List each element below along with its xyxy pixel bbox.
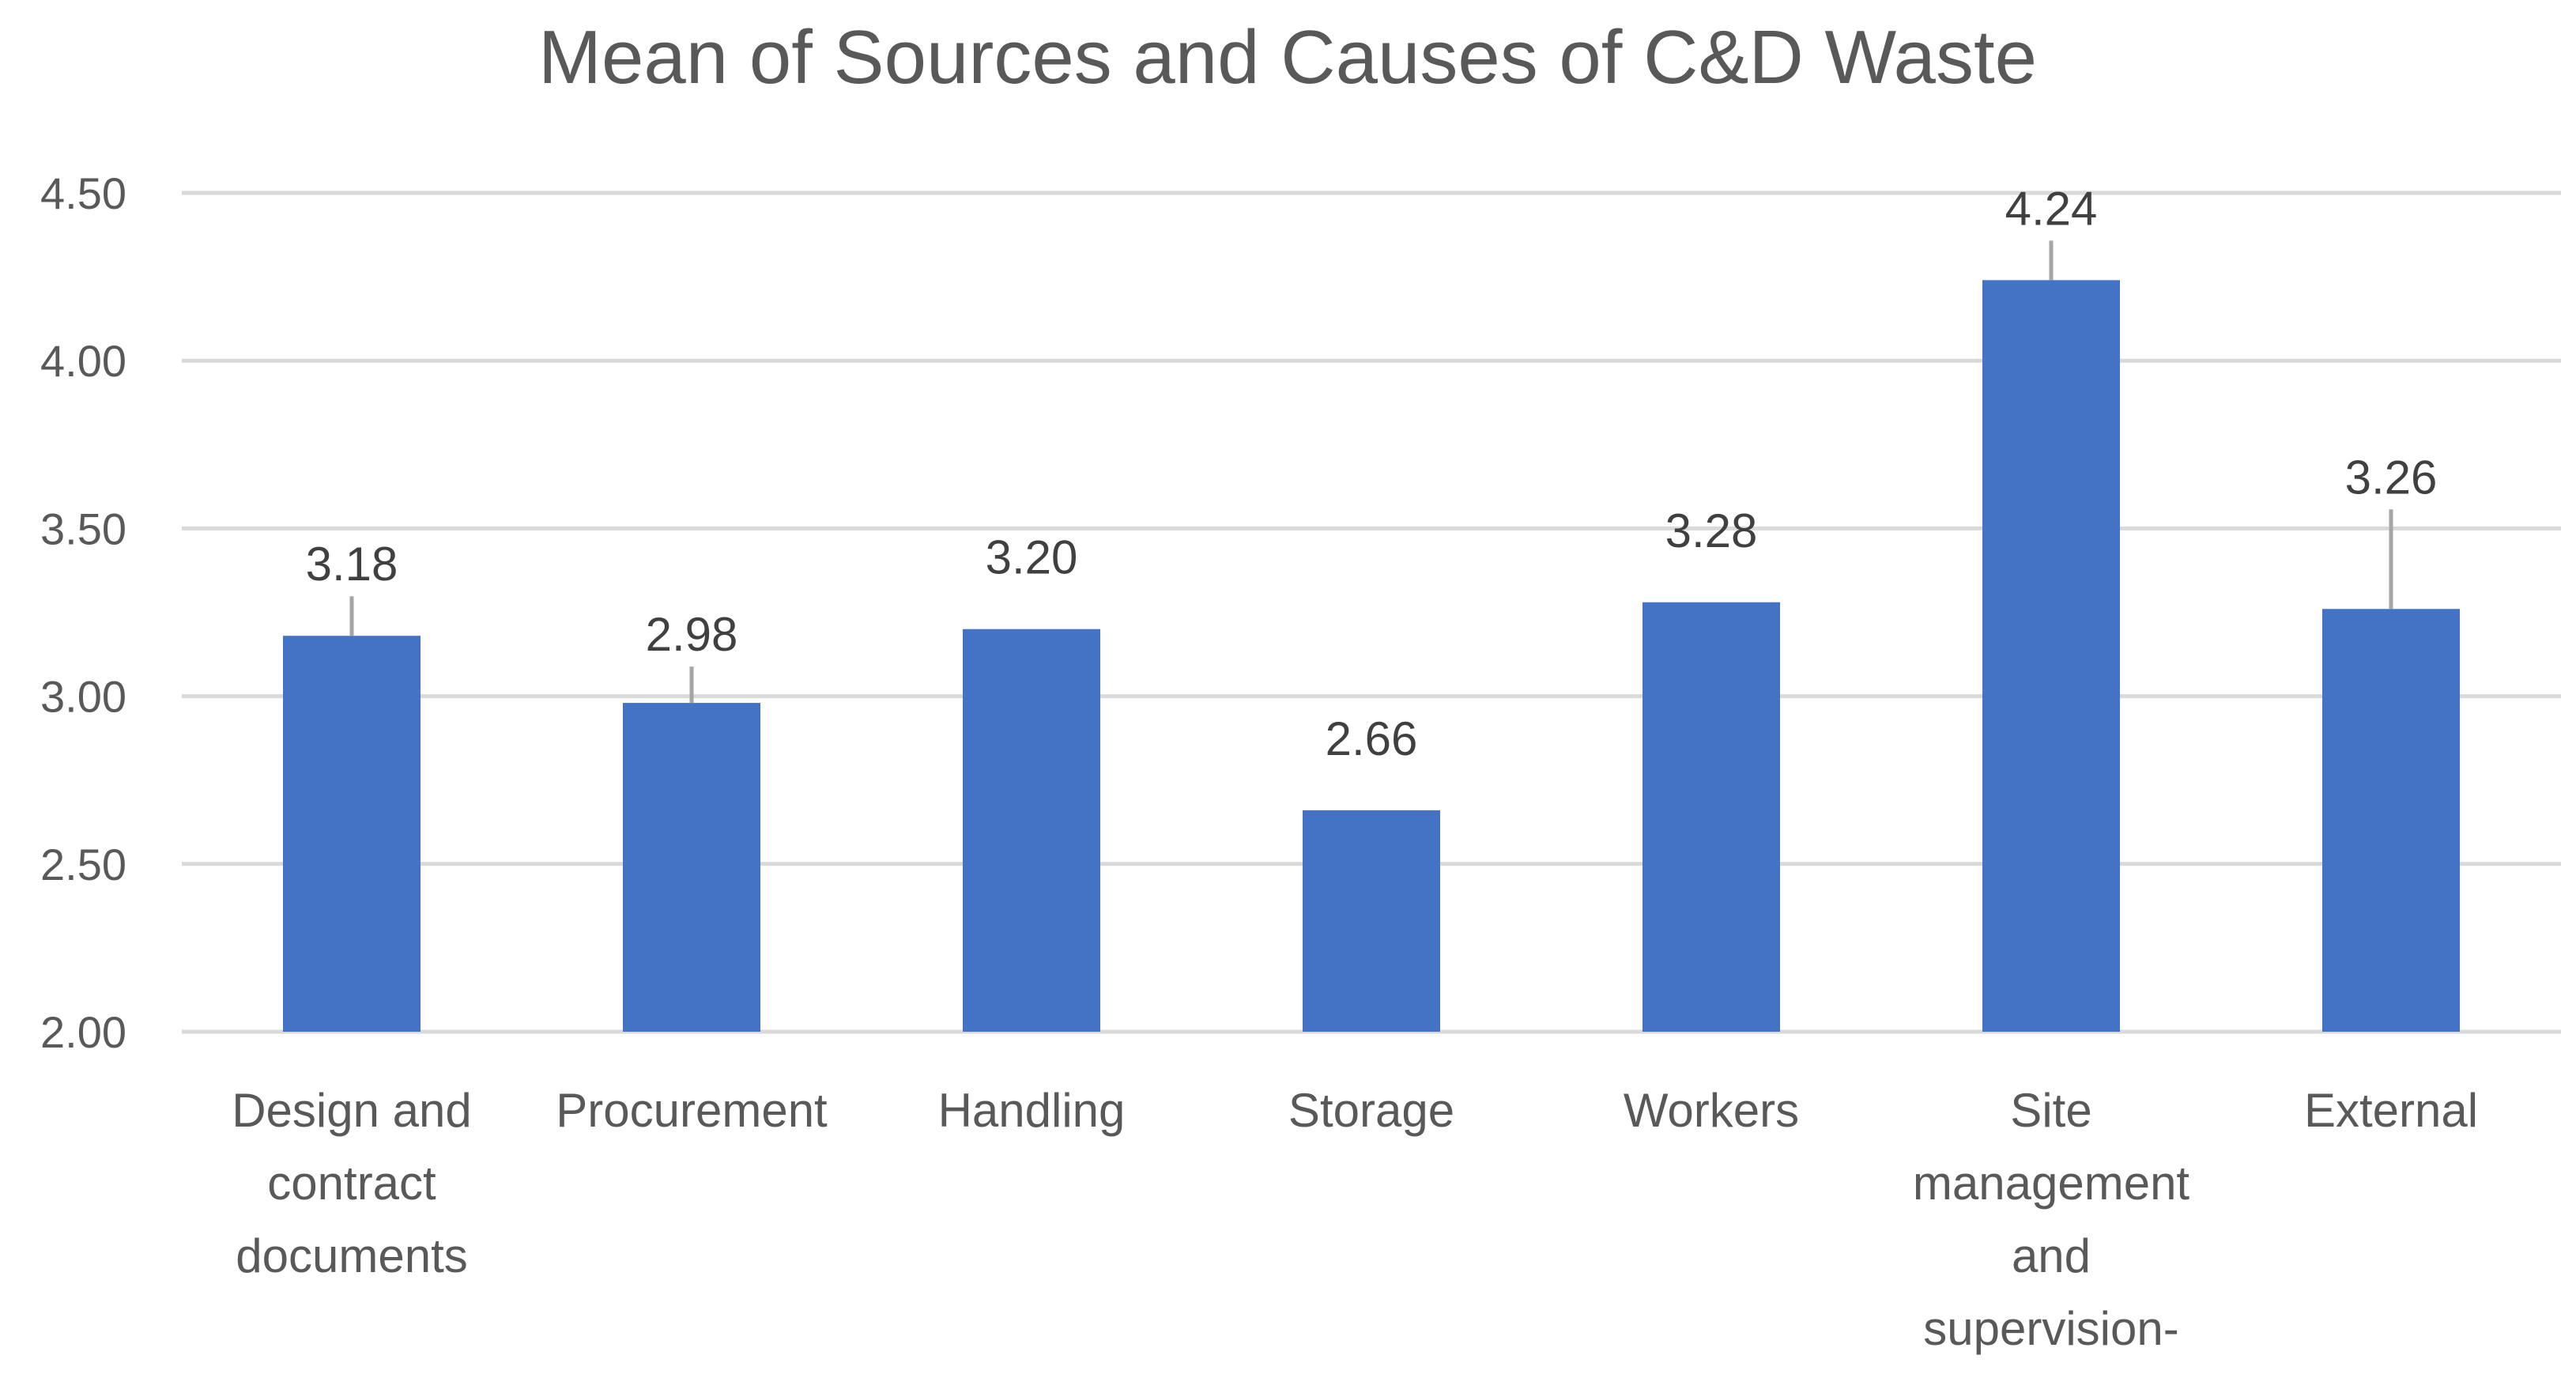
x-tick-label-line: and (2012, 1229, 2091, 1282)
x-tick-label-line: Site (2010, 1084, 2091, 1137)
bar (1303, 810, 1440, 1032)
x-tick-label-line: supervision- (1923, 1302, 2178, 1355)
x-tick-label-line: Design and (232, 1084, 472, 1137)
data-labels: 3.18 2.98 3.20 2.66 3.28 4.24 3.26 (306, 182, 2438, 765)
bar (963, 629, 1100, 1032)
x-tick-label-line: Handling (938, 1084, 1126, 1137)
x-axis-categories: Design and contract documents Procurement Ha… (232, 1084, 2478, 1355)
data-label: 3.26 (2345, 451, 2438, 504)
bar (623, 703, 760, 1032)
x-tick-label: External (2304, 1084, 2478, 1137)
x-tick-label-line: Procurement (556, 1084, 828, 1137)
y-tick-label: 3.00 (40, 672, 126, 722)
x-tick-label: Workers (1624, 1084, 1799, 1137)
data-label: 2.66 (1326, 712, 1418, 765)
x-tick-label: Handling (938, 1084, 1126, 1137)
x-tick-label-line: Workers (1624, 1084, 1799, 1137)
x-tick-label-line: contract (267, 1157, 436, 1210)
data-label: 2.98 (646, 608, 738, 661)
bar (1982, 280, 2120, 1032)
x-tick-label-line: External (2304, 1084, 2478, 1137)
y-tick-label: 2.00 (40, 1007, 126, 1057)
x-tick-label-line: management (1913, 1157, 2190, 1210)
data-label: 3.28 (1665, 504, 1758, 557)
data-label: 3.18 (306, 538, 398, 591)
y-tick-label: 3.50 (40, 504, 126, 553)
x-tick-label: Site management and supervision- (1913, 1084, 2190, 1355)
y-tick-label: 4.50 (40, 168, 126, 218)
bar (1643, 602, 1780, 1032)
y-axis-ticks: 2.00 2.50 3.00 3.50 4.00 4.50 (40, 168, 126, 1057)
x-tick-label: Design and contract documents (232, 1084, 472, 1282)
chart-title: Mean of Sources and Causes of C&D Waste (538, 15, 2037, 100)
x-tick-label: Procurement (556, 1084, 828, 1137)
gridlines (182, 191, 2561, 1034)
x-tick-label: Storage (1288, 1084, 1454, 1137)
data-label: 4.24 (2005, 182, 2098, 235)
y-tick-label: 2.50 (40, 840, 126, 889)
x-tick-label-line: documents (236, 1229, 468, 1282)
data-label-leaders (349, 240, 2393, 704)
bar (2322, 609, 2460, 1032)
y-tick-label: 4.00 (40, 336, 126, 386)
bars (283, 280, 2460, 1032)
bar (283, 636, 421, 1032)
x-tick-label-line: Storage (1288, 1084, 1454, 1137)
data-label: 3.20 (986, 531, 1078, 584)
